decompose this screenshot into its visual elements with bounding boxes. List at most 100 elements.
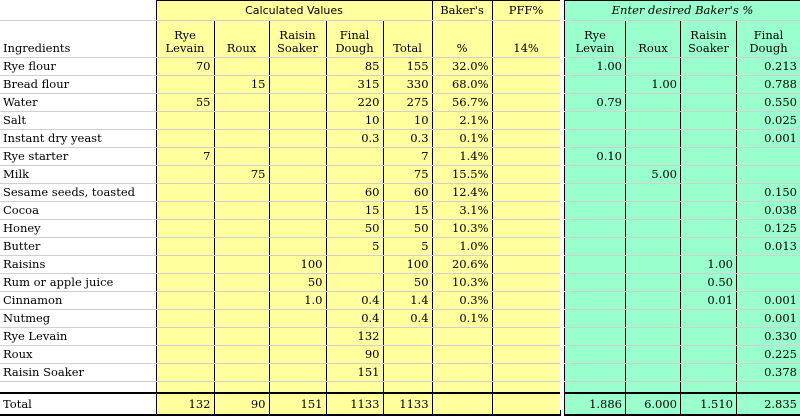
- desired-rye-levain-cell[interactable]: 1.886: [565, 393, 626, 415]
- rye-levain-cell[interactable]: [156, 238, 214, 256]
- total-cell[interactable]: 7: [383, 148, 432, 166]
- total-cell[interactable]: 155: [383, 58, 432, 76]
- desired-rye-levain-cell[interactable]: [565, 346, 626, 364]
- desired-rye-levain-cell[interactable]: [565, 292, 626, 310]
- rye-levain-cell[interactable]: [156, 166, 214, 184]
- desired-final-dough-cell[interactable]: 0.378: [737, 364, 800, 382]
- pff-value[interactable]: 14%: [492, 21, 560, 58]
- bakers-percent-cell[interactable]: 68.0%: [432, 76, 492, 94]
- desired-final-dough-cell[interactable]: 0.001: [737, 130, 800, 148]
- desired-roux-cell[interactable]: [626, 112, 681, 130]
- final-dough-cell[interactable]: [326, 148, 383, 166]
- empty-cell[interactable]: [383, 382, 432, 394]
- total-cell[interactable]: 60: [383, 184, 432, 202]
- bakers-percent-cell[interactable]: 0.3%: [432, 292, 492, 310]
- ingredient-name-cell[interactable]: Honey: [0, 220, 156, 238]
- desired-rye-levain-cell[interactable]: [565, 76, 626, 94]
- bakers-percent-cell[interactable]: 20.6%: [432, 256, 492, 274]
- pff-column-cell[interactable]: [492, 76, 560, 94]
- pff-column-cell[interactable]: [492, 328, 560, 346]
- roux-cell[interactable]: [214, 220, 269, 238]
- pff-column-cell[interactable]: [492, 202, 560, 220]
- rye-levain-cell[interactable]: [156, 184, 214, 202]
- ingredient-name-cell[interactable]: Cinnamon: [0, 292, 156, 310]
- desired-final-dough-cell[interactable]: [737, 166, 800, 184]
- total-cell[interactable]: 330: [383, 76, 432, 94]
- empty-cell[interactable]: [0, 382, 156, 394]
- desired-roux-cell[interactable]: [626, 238, 681, 256]
- ingredient-name-cell[interactable]: Bread flour: [0, 76, 156, 94]
- roux-cell[interactable]: [214, 346, 269, 364]
- pff-label[interactable]: PFF%: [492, 1, 560, 21]
- total-cell[interactable]: [383, 346, 432, 364]
- desired-final-dough-cell[interactable]: 0.225: [737, 346, 800, 364]
- desired-roux-cell[interactable]: [626, 364, 681, 382]
- roux-cell[interactable]: [214, 202, 269, 220]
- rye-levain-cell[interactable]: [156, 328, 214, 346]
- pff-column-cell[interactable]: [492, 112, 560, 130]
- ingredient-name-cell[interactable]: Raisin Soaker: [0, 364, 156, 382]
- pff-column-cell[interactable]: [492, 238, 560, 256]
- total-cell[interactable]: 1133: [383, 393, 432, 415]
- bakers-percent-cell[interactable]: 3.1%: [432, 202, 492, 220]
- total-cell[interactable]: 50: [383, 274, 432, 292]
- desired-roux-cell[interactable]: [626, 130, 681, 148]
- empty-cell[interactable]: [326, 382, 383, 394]
- bakers-percent-cell[interactable]: 2.1%: [432, 112, 492, 130]
- raisin-soaker-cell[interactable]: [269, 328, 326, 346]
- rye-levain-cell[interactable]: [156, 76, 214, 94]
- bakers-percent-cell[interactable]: [432, 346, 492, 364]
- empty-cell[interactable]: [681, 382, 737, 394]
- rye-levain-cell[interactable]: 70: [156, 58, 214, 76]
- ingredients-header[interactable]: Ingredients: [0, 21, 156, 58]
- bakers-percent-cell[interactable]: 10.3%: [432, 220, 492, 238]
- final-dough-cell[interactable]: 85: [326, 58, 383, 76]
- corner-cell[interactable]: [0, 1, 156, 21]
- bakers-percent-cell[interactable]: 15.5%: [432, 166, 492, 184]
- roux-cell[interactable]: [214, 328, 269, 346]
- raisin-soaker-cell[interactable]: [269, 238, 326, 256]
- total-cell[interactable]: 15: [383, 202, 432, 220]
- desired-rye-levain-cell[interactable]: [565, 112, 626, 130]
- roux-cell[interactable]: 90: [214, 393, 269, 415]
- desired-raisin-soaker-cell[interactable]: [681, 148, 737, 166]
- rye-levain-cell[interactable]: [156, 346, 214, 364]
- ingredient-name-cell[interactable]: Raisins: [0, 256, 156, 274]
- total-cell[interactable]: [383, 328, 432, 346]
- rye-levain-cell[interactable]: [156, 112, 214, 130]
- pff-column-cell[interactable]: [492, 166, 560, 184]
- ingredient-name-cell[interactable]: Rum or apple juice: [0, 274, 156, 292]
- desired-rye-levain-cell[interactable]: [565, 238, 626, 256]
- r-col-roux-header[interactable]: Roux: [626, 21, 681, 58]
- ingredient-name-cell[interactable]: Salt: [0, 112, 156, 130]
- bakers-percent-cell[interactable]: 1.0%: [432, 238, 492, 256]
- col-total-header[interactable]: Total: [383, 21, 432, 58]
- desired-rye-levain-cell[interactable]: [565, 184, 626, 202]
- rye-levain-cell[interactable]: 132: [156, 393, 214, 415]
- pff-column-cell[interactable]: [492, 256, 560, 274]
- pff-column-cell[interactable]: [492, 94, 560, 112]
- final-dough-cell[interactable]: 315: [326, 76, 383, 94]
- rye-levain-cell[interactable]: [156, 310, 214, 328]
- bakers-percent-cell[interactable]: 32.0%: [432, 58, 492, 76]
- desired-final-dough-cell[interactable]: 0.330: [737, 328, 800, 346]
- ingredient-name-cell[interactable]: Rye starter: [0, 148, 156, 166]
- empty-cell[interactable]: [492, 382, 560, 394]
- desired-roux-cell[interactable]: [626, 292, 681, 310]
- bakers-percent-cell[interactable]: [432, 328, 492, 346]
- bakers-percent-cell[interactable]: 12.4%: [432, 184, 492, 202]
- final-dough-cell[interactable]: 151: [326, 364, 383, 382]
- desired-rye-levain-cell[interactable]: [565, 166, 626, 184]
- desired-raisin-soaker-cell[interactable]: 1.00: [681, 256, 737, 274]
- desired-rye-levain-cell[interactable]: 1.00: [565, 58, 626, 76]
- rye-levain-cell[interactable]: [156, 292, 214, 310]
- raisin-soaker-cell[interactable]: 50: [269, 274, 326, 292]
- final-dough-cell[interactable]: [326, 256, 383, 274]
- final-dough-cell[interactable]: 0.3: [326, 130, 383, 148]
- pff-column-cell[interactable]: [492, 148, 560, 166]
- desired-rye-levain-cell[interactable]: 0.10: [565, 148, 626, 166]
- total-cell[interactable]: 1.4: [383, 292, 432, 310]
- desired-rye-levain-cell[interactable]: [565, 328, 626, 346]
